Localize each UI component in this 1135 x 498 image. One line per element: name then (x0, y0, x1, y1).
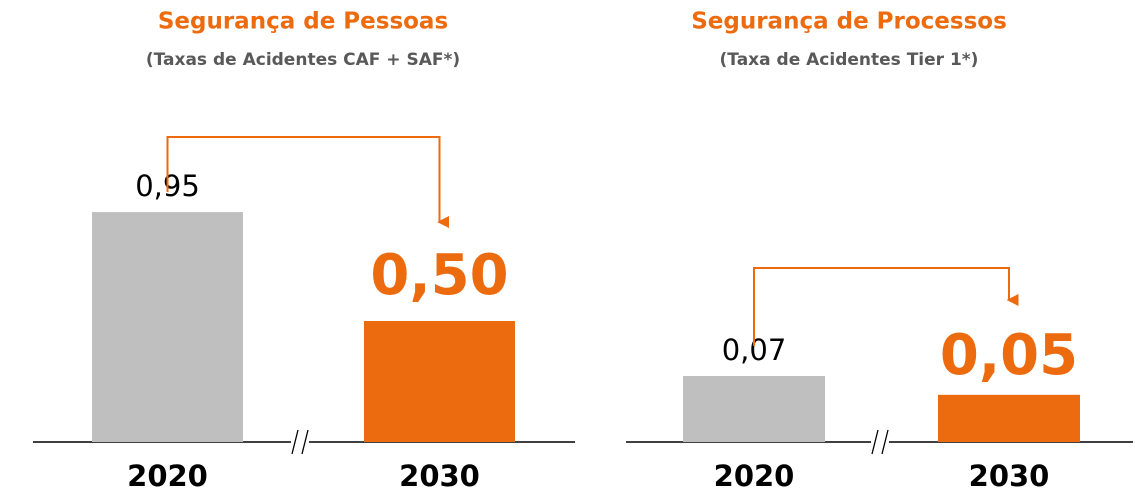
chart-title: Segurança de Pessoas (158, 9, 448, 35)
chart-subtitle: (Taxa de Acidentes Tier 1*) (720, 50, 979, 70)
arrow (166, 136, 450, 228)
chart-subtitle: (Taxas de Acidentes CAF + SAF*) (146, 50, 460, 70)
value-label: 0,50 (370, 243, 508, 308)
break-mark (881, 429, 889, 455)
bar (364, 321, 515, 442)
bar (938, 394, 1080, 442)
break-gap (291, 439, 309, 445)
category-label: 2020 (714, 459, 795, 493)
category-label: 2030 (969, 459, 1050, 493)
bar (683, 375, 825, 442)
arrow (753, 267, 1019, 346)
chart-title: Segurança de Processos (691, 9, 1007, 35)
category-label: 2030 (399, 459, 480, 493)
break-mark (301, 429, 309, 455)
break-gap (871, 439, 889, 445)
bar (92, 212, 243, 442)
value-label: 0,05 (940, 323, 1078, 388)
break-mark (871, 429, 879, 455)
break-mark (291, 429, 299, 455)
category-label: 2020 (127, 459, 208, 493)
